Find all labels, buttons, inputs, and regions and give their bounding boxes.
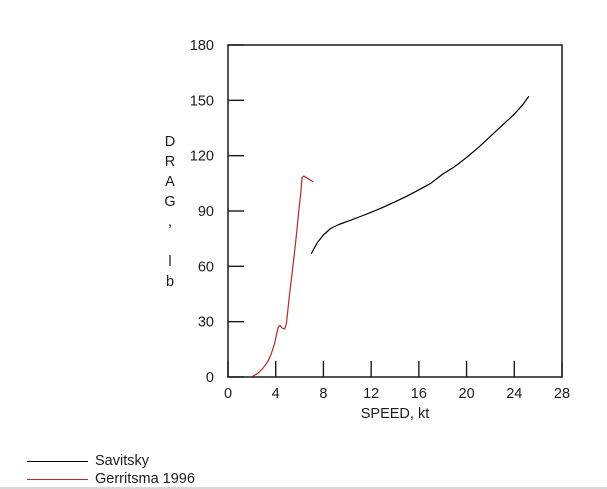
y-tick-label: 0	[206, 370, 214, 386]
y-axis-label-char: l	[168, 254, 172, 270]
legend-label-savitsky: Savitsky	[95, 453, 149, 469]
legend: Savitsky Gerritsma 1996	[27, 452, 195, 488]
x-tick-label: 12	[363, 386, 379, 402]
legend-item-savitsky: Savitsky	[27, 452, 195, 470]
chart-series	[252, 95, 530, 377]
savitsky-line-swatch	[27, 460, 88, 462]
x-tick-label: 28	[554, 386, 570, 402]
axis-tick-labels: 0 4 8 12 16 20 24 28 0 30 60 90 120 150 180	[190, 38, 570, 402]
window-bottom-edge	[0, 487, 607, 489]
series-line-gerritsma-1996	[252, 175, 314, 377]
y-axis-label-char: ,	[167, 214, 173, 230]
y-axis-label-char: R	[164, 154, 176, 170]
legend-item-gerritsma: Gerritsma 1996	[27, 470, 195, 488]
y-axis-label-char	[158, 232, 182, 252]
y-tick-label: 90	[198, 204, 214, 220]
y-axis-label-char: b	[165, 274, 175, 290]
y-axis-label-char: G	[164, 194, 176, 210]
legend-label-gerritsma: Gerritsma 1996	[95, 471, 195, 487]
axis-ticks	[227, 44, 563, 378]
y-tick-label: 30	[198, 315, 214, 331]
y-tick-label: 120	[190, 149, 214, 165]
x-tick-label: 16	[411, 386, 427, 402]
series-line-savitsky	[310, 95, 530, 254]
y-axis-label-char: A	[165, 174, 175, 190]
x-tick-label: 20	[459, 386, 475, 402]
x-tick-label: 8	[319, 386, 327, 402]
y-tick-label: 150	[190, 93, 214, 109]
gerritsma-line-swatch	[27, 478, 88, 480]
y-tick-label: 180	[190, 38, 214, 54]
x-tick-label: 24	[506, 386, 522, 402]
x-axis-label: SPEED, kt	[360, 406, 430, 422]
x-tick-label: 0	[224, 386, 232, 402]
y-axis-label-char: D	[164, 134, 176, 150]
x-tick-label: 4	[272, 386, 280, 402]
y-tick-label: 60	[198, 259, 214, 275]
